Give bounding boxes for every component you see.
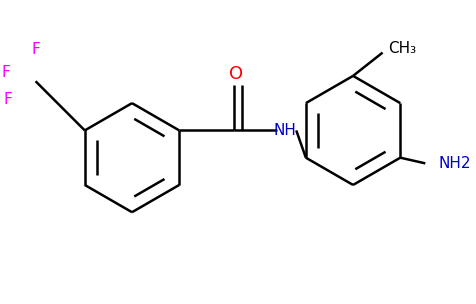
Text: NH: NH [273, 123, 296, 138]
Text: F: F [31, 42, 40, 57]
Text: NH2: NH2 [438, 156, 470, 171]
Text: F: F [4, 92, 13, 107]
Text: CH₃: CH₃ [387, 41, 416, 56]
Text: O: O [228, 65, 243, 83]
Text: F: F [2, 65, 10, 80]
